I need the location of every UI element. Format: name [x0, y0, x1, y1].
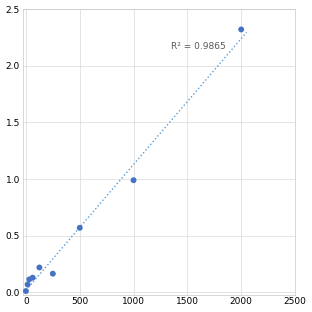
Point	[25, 282, 30, 287]
Point	[23, 289, 28, 294]
Point	[131, 178, 136, 183]
Text: R² = 0.9865: R² = 0.9865	[171, 42, 226, 51]
Point	[239, 27, 244, 32]
Point	[27, 277, 32, 282]
Point	[50, 271, 55, 276]
Point	[37, 265, 42, 270]
Point	[77, 225, 82, 230]
Point	[30, 275, 35, 280]
